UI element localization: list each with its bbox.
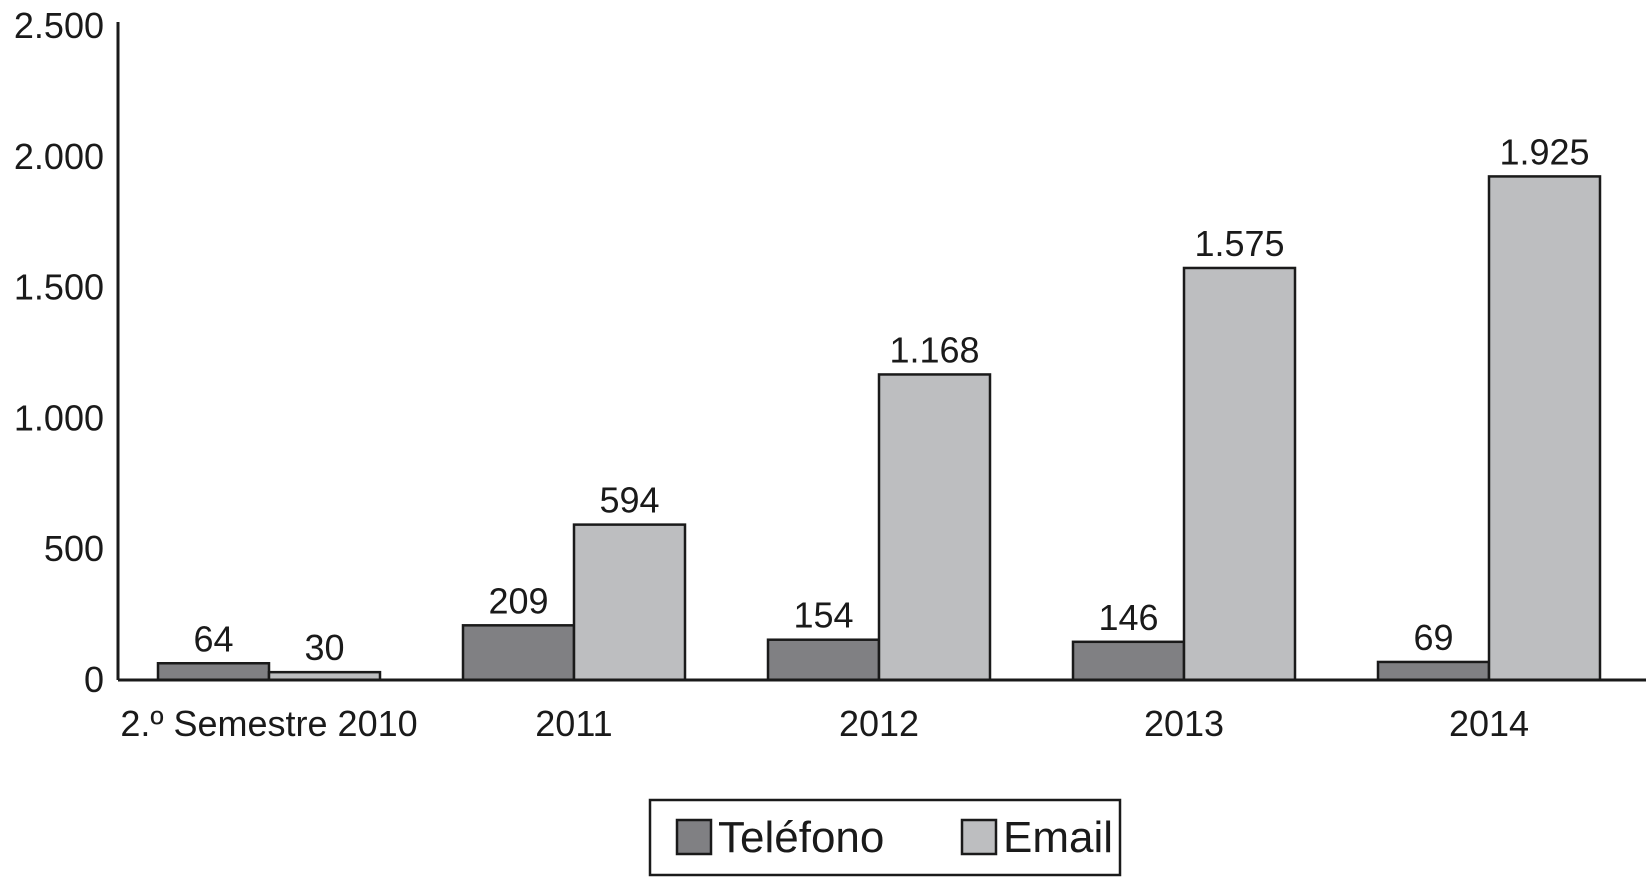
x-axis: 2.º Semestre 2010 2011 2012 2013 2014	[118, 678, 1646, 744]
bar-email	[572, 523, 687, 682]
data-label-telefono: 154	[793, 595, 853, 636]
x-tick-label: 2014	[1449, 703, 1529, 744]
bars	[156, 175, 1602, 682]
bar-email	[877, 373, 992, 682]
bar-telefono	[1376, 660, 1491, 682]
data-label-telefono: 69	[1413, 617, 1453, 658]
data-label-email: 1.575	[1194, 223, 1284, 264]
legend-swatch-telefono	[675, 818, 713, 856]
y-axis: 0 500 1.000 1.500 2.000 2.500	[14, 5, 120, 700]
legend-label-telefono: Teléfono	[718, 813, 884, 862]
data-label-telefono: 209	[488, 580, 548, 621]
legend-swatch-email	[960, 818, 998, 856]
bar-telefono	[156, 662, 271, 682]
y-tick-label: 2.500	[14, 5, 104, 46]
data-label-telefono: 64	[193, 618, 233, 659]
bar-telefono	[461, 624, 576, 682]
data-label-email: 30	[304, 627, 344, 668]
x-tick-label: 2.º Semestre 2010	[120, 703, 417, 744]
legend: Teléfono Email	[648, 798, 1122, 877]
bar-telefono	[766, 638, 881, 682]
legend-label-email: Email	[1003, 813, 1113, 862]
data-label-email: 1.168	[889, 329, 979, 370]
data-label-telefono: 146	[1098, 597, 1158, 638]
data-label-email: 594	[599, 480, 659, 521]
data-label-email: 1.925	[1499, 131, 1589, 172]
legend-box	[648, 798, 1122, 877]
y-tick-label: 1.500	[14, 267, 104, 308]
bar-email	[1487, 175, 1602, 682]
x-tick-label: 2011	[535, 703, 612, 744]
bar-telefono	[1071, 640, 1186, 682]
y-tick-label: 0	[84, 659, 104, 700]
y-tick-label: 2.000	[14, 136, 104, 177]
bar-email	[1182, 266, 1297, 682]
x-tick-label: 2012	[839, 703, 919, 744]
y-tick-label: 1.000	[14, 397, 104, 438]
data-labels: 64 30 209 594 154 1.168 146 1.575 69 1.925	[193, 131, 1589, 668]
x-tick-label: 2013	[1144, 703, 1224, 744]
y-tick-label: 500	[44, 528, 104, 569]
